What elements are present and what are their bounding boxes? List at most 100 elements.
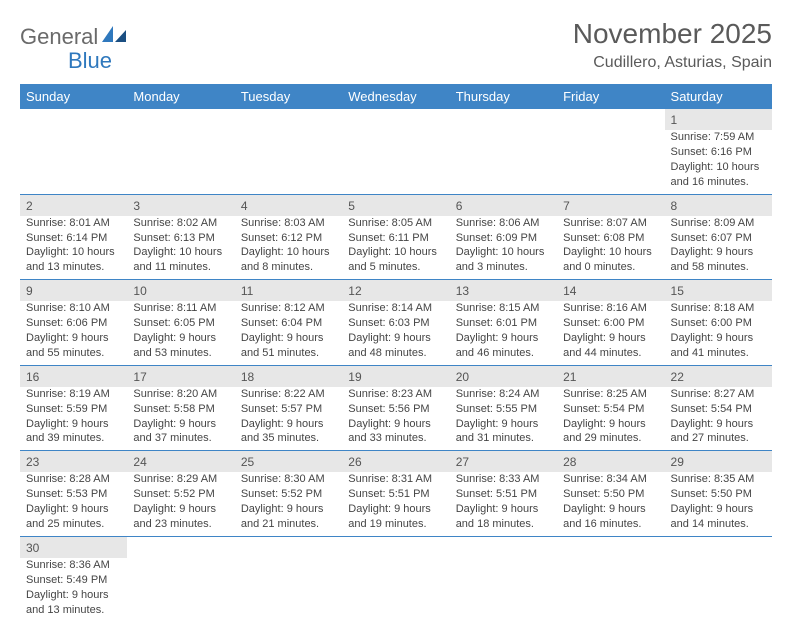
- day-cell: Sunrise: 8:34 AMSunset: 5:50 PMDaylight:…: [557, 472, 664, 536]
- day-cell: Sunrise: 8:22 AMSunset: 5:57 PMDaylight:…: [235, 387, 342, 451]
- sunset-line: Sunset: 5:52 PM: [241, 487, 336, 502]
- day-number-cell: 14: [557, 280, 664, 302]
- daylight-line-2: and 0 minutes.: [563, 260, 658, 275]
- sunset-line: Sunset: 5:51 PM: [348, 487, 443, 502]
- daylight-line-2: and 55 minutes.: [26, 346, 121, 361]
- daylight-line-2: and 16 minutes.: [671, 175, 766, 190]
- day-cell: Sunrise: 8:19 AMSunset: 5:59 PMDaylight:…: [20, 387, 127, 451]
- empty-cell: [450, 109, 557, 130]
- day-number-cell: 16: [20, 365, 127, 387]
- day-number-cell: 3: [127, 194, 234, 216]
- daylight-line-2: and 13 minutes.: [26, 260, 121, 275]
- sunrise-line: Sunrise: 8:33 AM: [456, 472, 551, 487]
- sunset-line: Sunset: 6:04 PM: [241, 316, 336, 331]
- day-cell: Sunrise: 8:35 AMSunset: 5:50 PMDaylight:…: [665, 472, 772, 536]
- empty-cell: [20, 109, 127, 130]
- daylight-line-1: Daylight: 9 hours: [671, 417, 766, 432]
- sunrise-line: Sunrise: 7:59 AM: [671, 130, 766, 145]
- sunset-line: Sunset: 6:13 PM: [133, 231, 228, 246]
- daylight-line-1: Daylight: 9 hours: [241, 331, 336, 346]
- daylight-line-1: Daylight: 9 hours: [671, 245, 766, 260]
- sail-icon: [102, 24, 128, 49]
- sunrise-line: Sunrise: 8:29 AM: [133, 472, 228, 487]
- empty-cell: [450, 130, 557, 194]
- weekday-header: Saturday: [665, 84, 772, 109]
- sunset-line: Sunset: 5:54 PM: [671, 402, 766, 417]
- daylight-line-2: and 51 minutes.: [241, 346, 336, 361]
- sunrise-line: Sunrise: 8:22 AM: [241, 387, 336, 402]
- day-number-cell: 19: [342, 365, 449, 387]
- day-number-cell: 28: [557, 451, 664, 473]
- day-number-cell: 29: [665, 451, 772, 473]
- logo-text-general: General: [20, 24, 98, 50]
- day-number-cell: 1: [665, 109, 772, 130]
- sunset-line: Sunset: 6:05 PM: [133, 316, 228, 331]
- day-cell: Sunrise: 8:02 AMSunset: 6:13 PMDaylight:…: [127, 216, 234, 280]
- weekday-header: Monday: [127, 84, 234, 109]
- day-cell: Sunrise: 8:03 AMSunset: 6:12 PMDaylight:…: [235, 216, 342, 280]
- empty-cell: [342, 536, 449, 558]
- empty-cell: [127, 130, 234, 194]
- daylight-line-2: and 53 minutes.: [133, 346, 228, 361]
- sunset-line: Sunset: 6:01 PM: [456, 316, 551, 331]
- day-data-row: Sunrise: 8:28 AMSunset: 5:53 PMDaylight:…: [20, 472, 772, 536]
- day-number-row: 30: [20, 536, 772, 558]
- sunrise-line: Sunrise: 8:07 AM: [563, 216, 658, 231]
- daylight-line-2: and 23 minutes.: [133, 517, 228, 532]
- daylight-line-2: and 5 minutes.: [348, 260, 443, 275]
- sunrise-line: Sunrise: 8:02 AM: [133, 216, 228, 231]
- weekday-header: Tuesday: [235, 84, 342, 109]
- sunrise-line: Sunrise: 8:15 AM: [456, 301, 551, 316]
- empty-cell: [557, 130, 664, 194]
- sunrise-line: Sunrise: 8:10 AM: [26, 301, 121, 316]
- daylight-line-2: and 46 minutes.: [456, 346, 551, 361]
- sunset-line: Sunset: 6:14 PM: [26, 231, 121, 246]
- day-number-cell: 21: [557, 365, 664, 387]
- sunrise-line: Sunrise: 8:03 AM: [241, 216, 336, 231]
- weekday-header: Sunday: [20, 84, 127, 109]
- day-data-row: Sunrise: 8:10 AMSunset: 6:06 PM Daylight:…: [20, 301, 772, 365]
- empty-cell: [665, 536, 772, 558]
- day-cell: Sunrise: 8:12 AMSunset: 6:04 PMDaylight:…: [235, 301, 342, 365]
- daylight-line-2: and 11 minutes.: [133, 260, 228, 275]
- sunrise-line: Sunrise: 8:31 AM: [348, 472, 443, 487]
- daylight-line-2: and 44 minutes.: [563, 346, 658, 361]
- empty-cell: [342, 109, 449, 130]
- day-number-cell: 10: [127, 280, 234, 302]
- day-number-cell: 7: [557, 194, 664, 216]
- sunset-line: Sunset: 5:50 PM: [563, 487, 658, 502]
- day-cell: Sunrise: 8:06 AMSunset: 6:09 PMDaylight:…: [450, 216, 557, 280]
- weekday-header-row: SundayMondayTuesdayWednesdayThursdayFrid…: [20, 84, 772, 109]
- day-number-row: 1: [20, 109, 772, 130]
- daylight-line-2: and 3 minutes.: [456, 260, 551, 275]
- sunset-line: Sunset: 6:00 PM: [671, 316, 766, 331]
- logo: General: [20, 18, 128, 50]
- day-cell: Sunrise: 8:05 AMSunset: 6:11 PMDaylight:…: [342, 216, 449, 280]
- empty-cell: [235, 536, 342, 558]
- day-number-cell: 20: [450, 365, 557, 387]
- sunset-line: Sunset: 5:59 PM: [26, 402, 121, 417]
- sunrise-line: Sunrise: 8:01 AM: [26, 216, 121, 231]
- daylight-line-2: and 35 minutes.: [241, 431, 336, 446]
- daylight-line-1: Daylight: 9 hours: [563, 417, 658, 432]
- daylight-line-1: Daylight: 9 hours: [26, 417, 121, 432]
- day-number-cell: 25: [235, 451, 342, 473]
- day-number-cell: 22: [665, 365, 772, 387]
- sunset-line: Sunset: 5:51 PM: [456, 487, 551, 502]
- sunset-line: Sunset: 5:55 PM: [456, 402, 551, 417]
- daylight-line-2: and 31 minutes.: [456, 431, 551, 446]
- sunset-line: Sunset: 6:06 PM: [26, 316, 121, 331]
- sunrise-line: Sunrise: 8:35 AM: [671, 472, 766, 487]
- daylight-line-2: and 14 minutes.: [671, 517, 766, 532]
- sunset-line: Sunset: 6:03 PM: [348, 316, 443, 331]
- day-cell: Sunrise: 8:29 AMSunset: 5:52 PMDaylight:…: [127, 472, 234, 536]
- daylight-line-1: Daylight: 10 hours: [671, 160, 766, 175]
- sunrise-line: Sunrise: 8:36 AM: [26, 558, 121, 573]
- sunset-line: Sunset: 5:50 PM: [671, 487, 766, 502]
- calendar-body: 1Sunrise: 7:59 AMSunset: 6:16 PMDaylight…: [20, 109, 772, 621]
- daylight-line-1: Daylight: 10 hours: [563, 245, 658, 260]
- sunrise-line: Sunrise: 8:20 AM: [133, 387, 228, 402]
- day-cell: Sunrise: 8:14 AMSunset: 6:03 PMDaylight:…: [342, 301, 449, 365]
- day-cell: Sunrise: 8:33 AMSunset: 5:51 PMDaylight:…: [450, 472, 557, 536]
- day-cell: Sunrise: 8:18 AMSunset: 6:00 PMDaylight:…: [665, 301, 772, 365]
